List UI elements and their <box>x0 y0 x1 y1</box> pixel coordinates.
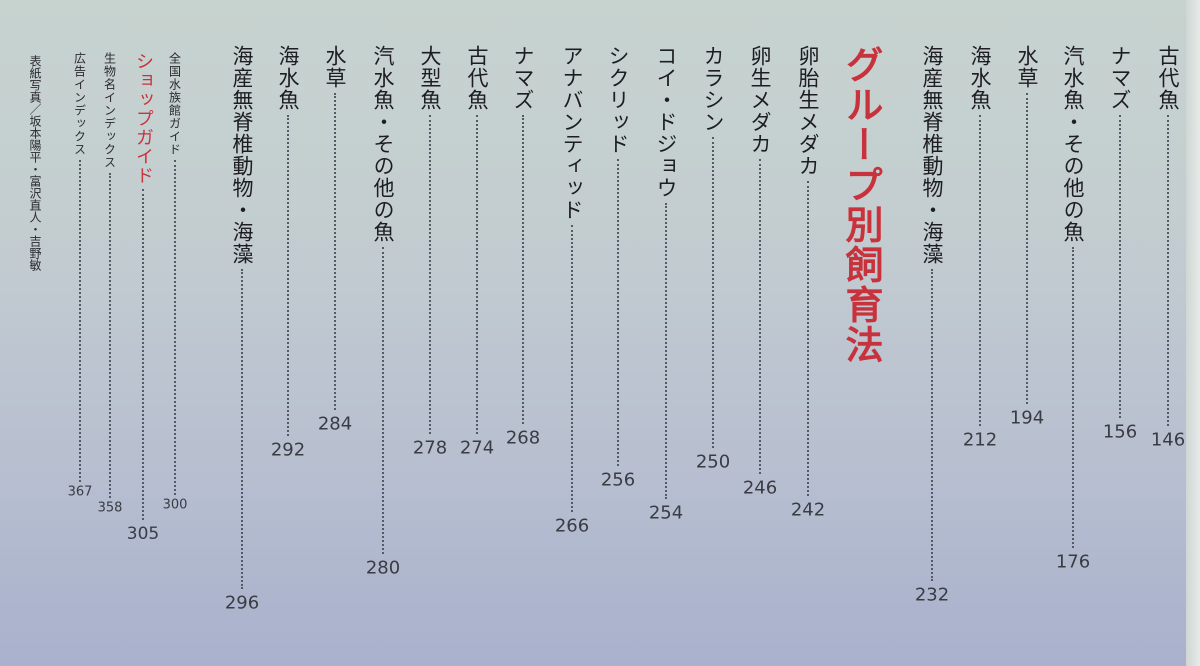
entry-title: ナマズ <box>511 45 535 111</box>
toc-entry: 汽水魚・その他の魚 <box>368 45 398 554</box>
dot-leader <box>1072 247 1074 548</box>
page-number: 212 <box>962 429 998 451</box>
dot-leader <box>142 189 144 521</box>
page-number: 358 <box>97 500 123 516</box>
page-number: 246 <box>742 477 778 499</box>
toc-entry: 海産無脊椎動物・海藻 <box>917 45 947 581</box>
dot-leader <box>712 137 714 448</box>
toc-entry: 卵生メダカ <box>745 45 775 474</box>
toc-entry: 古代魚 <box>1153 45 1183 426</box>
dot-leader <box>241 269 243 589</box>
page-number: 146 <box>1150 429 1186 451</box>
toc-entry: 海水魚 <box>273 45 303 436</box>
toc-entry: ナマズ <box>1105 45 1135 418</box>
toc-entry: 水草 <box>320 45 350 410</box>
page-number: 274 <box>459 437 495 459</box>
entry-title: カラシン <box>701 45 725 133</box>
dot-leader <box>931 269 933 581</box>
dot-leader <box>759 159 761 474</box>
toc-entry: 古代魚 <box>462 45 492 434</box>
entry-title: 汽水魚・その他の魚 <box>1061 45 1085 243</box>
dot-leader <box>807 181 809 496</box>
entry-title: 大型魚 <box>418 45 442 111</box>
toc-entry: 全国水族館ガイド <box>160 52 190 495</box>
entry-title: 全国水族館ガイド <box>167 52 182 156</box>
toc-entry: 汽水魚・その他の魚 <box>1058 45 1088 548</box>
toc-entry: ナマズ <box>508 45 538 424</box>
page-number: 242 <box>790 499 826 521</box>
entry-title: 水草 <box>323 45 347 89</box>
entry-title: 卵胎生メダカ <box>796 45 820 177</box>
entry-title: 卵生メダカ <box>748 45 772 155</box>
page-number: 367 <box>67 484 93 500</box>
entry-title: ショップガイド <box>133 52 154 185</box>
toc-entry: 海産無脊椎動物・海藻 <box>227 45 257 589</box>
entry-title: 海産無脊椎動物・海藻 <box>920 45 944 265</box>
page-number: 176 <box>1055 551 1091 573</box>
entry-title: 海産無脊椎動物・海藻 <box>230 45 254 265</box>
dot-leader <box>476 115 478 434</box>
page-number: 296 <box>224 592 260 614</box>
entry-title: 古代魚 <box>465 45 489 111</box>
page-number: 156 <box>1102 421 1138 443</box>
page-number: 300 <box>162 497 188 513</box>
page-number: 250 <box>695 451 731 473</box>
page-number: 305 <box>126 524 160 544</box>
entry-title: シクリッド <box>606 45 630 155</box>
dot-leader <box>79 160 81 482</box>
toc-entry: 大型魚 <box>415 45 445 434</box>
toc-entry: 卵胎生メダカ <box>793 45 823 496</box>
entry-title: 汽水魚・その他の魚 <box>371 45 395 243</box>
toc-entry: 生物名インデックス <box>95 52 125 498</box>
toc-entry: 海水魚 <box>965 45 995 426</box>
toc-entry: 水草 <box>1012 45 1042 404</box>
toc-entry: シクリッド <box>603 45 633 466</box>
dot-leader <box>109 173 111 498</box>
page-number: 232 <box>914 584 950 606</box>
page-number: 278 <box>412 437 448 459</box>
dot-leader <box>571 225 573 512</box>
entry-title: 海水魚 <box>276 45 300 111</box>
page-edge <box>1186 0 1200 666</box>
entry-title: ナマズ <box>1108 45 1132 111</box>
dot-leader <box>979 115 981 426</box>
entry-title: 水草 <box>1015 45 1039 89</box>
dot-leader <box>665 203 667 499</box>
page-number: 194 <box>1009 407 1045 429</box>
dot-leader <box>287 115 289 436</box>
dot-leader <box>522 115 524 424</box>
entry-title: 生物名インデックス <box>102 52 117 169</box>
page-number: 256 <box>600 469 636 491</box>
entry-title: アナバンティッド <box>560 45 584 221</box>
dot-leader <box>334 93 336 410</box>
page-number: 266 <box>554 515 590 537</box>
entry-title: 海水魚 <box>968 45 992 111</box>
toc-entry: ショップガイド <box>128 52 158 521</box>
dot-leader <box>382 247 384 554</box>
toc-entry: アナバンティッド <box>557 45 587 512</box>
entry-title: 広告インデックス <box>72 52 87 156</box>
page-number: 254 <box>648 502 684 524</box>
section-heading: グループ別飼育法 <box>839 45 884 365</box>
page-number: 268 <box>505 427 541 449</box>
photo-credit: 表紙写真／坂本陽平・富沢直人・吉野敏 <box>28 55 42 271</box>
dot-leader <box>1119 115 1121 418</box>
dot-leader <box>429 115 431 434</box>
dot-leader <box>1167 115 1169 426</box>
toc-entry: コイ・ドジョウ <box>651 45 681 499</box>
entry-title: コイ・ドジョウ <box>654 45 678 199</box>
toc-entry: 広告インデックス <box>65 52 95 482</box>
page-number: 292 <box>270 439 306 461</box>
entry-title: 古代魚 <box>1156 45 1180 111</box>
dot-leader <box>174 160 176 495</box>
toc-entry: カラシン <box>698 45 728 448</box>
dot-leader <box>617 159 619 466</box>
dot-leader <box>1026 93 1028 404</box>
page-number: 280 <box>365 557 401 579</box>
page-number: 284 <box>317 413 353 435</box>
